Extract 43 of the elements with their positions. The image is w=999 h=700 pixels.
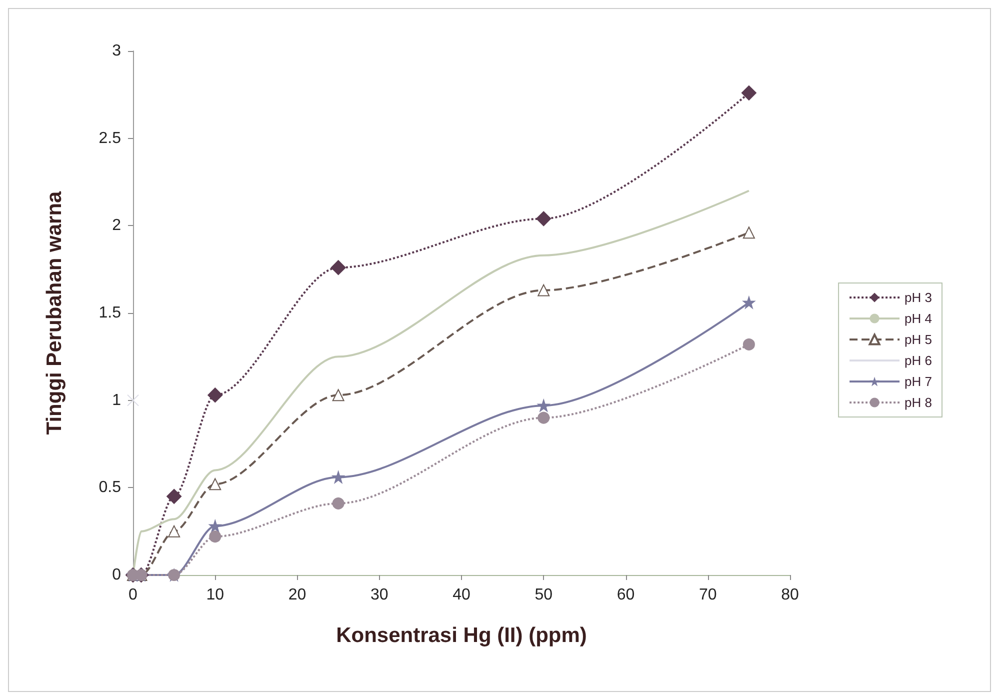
point <box>127 394 139 406</box>
legend-label: pH 8 <box>904 395 932 410</box>
point <box>332 471 344 484</box>
legend-label: pH 4 <box>904 311 932 326</box>
point <box>209 478 222 490</box>
legend-label: pH 5 <box>904 332 932 347</box>
legend-label: pH 6 <box>904 353 932 368</box>
x-tick-label: 80 <box>781 586 799 604</box>
point <box>208 388 223 403</box>
y-tick-label: 1 <box>112 392 122 409</box>
point <box>166 488 182 504</box>
point <box>538 284 550 296</box>
legend-label: pH 3 <box>904 290 932 305</box>
point <box>538 412 550 424</box>
y-tick-label: 0 <box>112 566 122 584</box>
point <box>332 389 344 402</box>
x-tick-label: 10 <box>206 586 224 604</box>
y-tick-label: 2 <box>112 217 122 234</box>
point <box>741 85 756 100</box>
x-tick-label: 0 <box>128 586 138 604</box>
x-tick-label: 30 <box>370 586 388 604</box>
y-tick-label: 0.5 <box>98 479 122 496</box>
point <box>538 400 550 412</box>
x-axis-title: Konsentrasi Hg (II) (ppm) <box>336 624 587 647</box>
point <box>330 260 346 276</box>
x-tick-label: 60 <box>616 586 635 604</box>
y-tick-label: 3 <box>112 42 122 60</box>
legend-label: pH 7 <box>904 374 932 389</box>
x-tick-label: 70 <box>698 586 717 604</box>
y-axis-title: Tinggi Perubahan warna <box>43 190 66 435</box>
point <box>742 296 755 309</box>
point <box>168 525 180 538</box>
y-tick-label: 2.5 <box>98 130 122 147</box>
point <box>332 497 344 510</box>
x-tick-label: 50 <box>534 586 553 604</box>
point <box>209 520 222 532</box>
y-tick-label: 1.5 <box>98 304 122 322</box>
point <box>209 530 222 543</box>
x-tick-label: 20 <box>288 586 306 604</box>
point <box>742 226 755 239</box>
point <box>742 338 755 350</box>
x-tick-label: 40 <box>452 586 470 604</box>
point <box>536 211 552 226</box>
